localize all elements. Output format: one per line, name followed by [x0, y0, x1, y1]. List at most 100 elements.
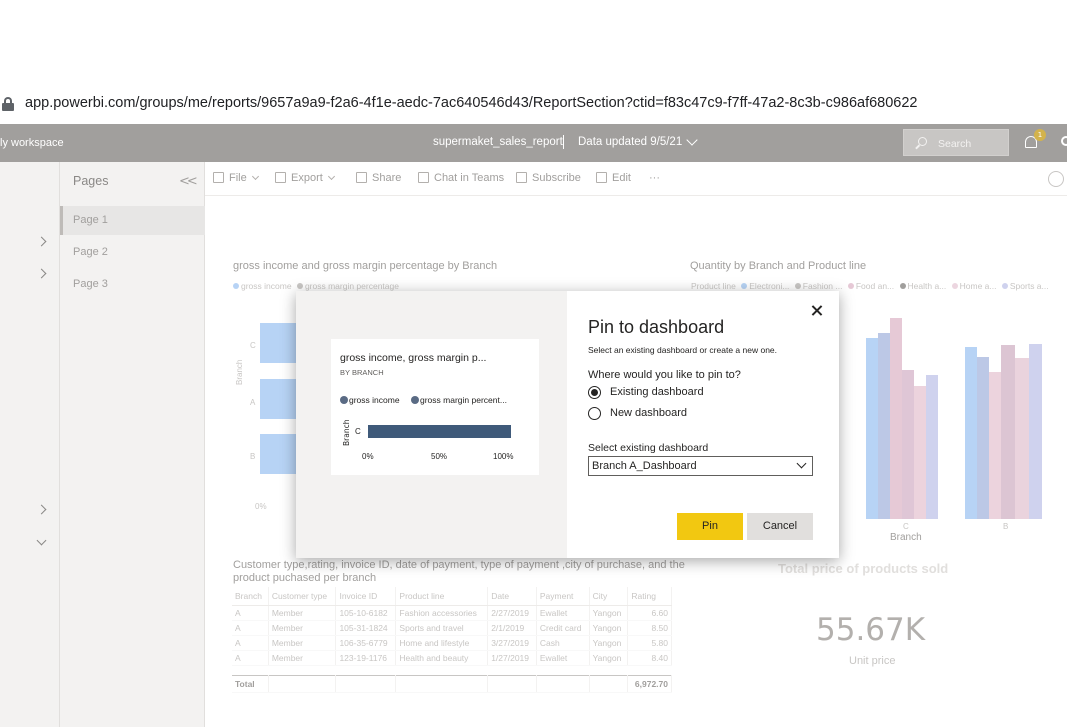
preview-subtitle: BY BRANCH — [340, 368, 384, 377]
quantity-bar[interactable] — [902, 370, 914, 519]
file-menu[interactable]: File — [213, 172, 259, 184]
address-bar[interactable]: app.powerbi.com/groups/me/reports/9657a9… — [0, 92, 1067, 118]
radio-label[interactable]: New dashboard — [610, 407, 688, 419]
quantity-bar[interactable] — [989, 372, 1001, 519]
table-cell: 3/27/2019 — [487, 635, 537, 651]
table-header-row: Branch Customer type Invoice ID Product … — [232, 587, 672, 606]
table-cell: 105-31-1824 — [335, 620, 397, 636]
table-cell: Health and beauty — [395, 650, 489, 666]
table-cell: A — [232, 635, 269, 651]
column-header[interactable]: Date — [487, 587, 537, 606]
gear-icon[interactable] — [1061, 136, 1067, 146]
dashboard-select[interactable]: Branch A_Dashboard — [588, 456, 813, 476]
collapse-icon[interactable]: << — [179, 174, 198, 189]
header-separator — [563, 135, 564, 149]
pin-location-question: Where would you like to pin to? — [588, 369, 741, 381]
workspace-label[interactable]: ly workspace — [0, 137, 64, 149]
search-box[interactable]: Search — [903, 129, 1009, 156]
column-header[interactable]: Invoice ID — [335, 587, 397, 606]
report-name: supermaket_sales_report — [433, 136, 563, 148]
gross-category-c: C — [250, 341, 256, 350]
quantity-bar[interactable] — [965, 347, 977, 519]
quantity-bar[interactable] — [890, 318, 902, 519]
table-cell: Member — [268, 635, 337, 651]
table-cell: A — [232, 605, 269, 621]
table-cell: Yangon — [589, 635, 629, 651]
quantity-bar[interactable] — [878, 333, 890, 519]
table-cell: Credit card — [536, 620, 590, 636]
legend-dot-icon — [411, 396, 419, 404]
gross-bar-c[interactable] — [260, 323, 297, 363]
url-text[interactable]: app.powerbi.com/groups/me/reports/9657a9… — [25, 95, 918, 111]
quantity-visual-title: Quantity by Branch and Product line — [690, 260, 867, 272]
page-item-3[interactable]: Page 3 — [73, 278, 108, 290]
tile-preview: gross income, gross margin p... BY BRANC… — [331, 339, 539, 475]
share-button[interactable]: Share — [356, 172, 401, 184]
page-item-1[interactable]: Page 1 — [60, 206, 205, 235]
search-placeholder: Search — [938, 138, 972, 150]
radio-selected-icon[interactable] — [588, 386, 601, 399]
gross-x-tick: 0% — [255, 502, 267, 511]
column-header[interactable]: Rating — [627, 587, 672, 606]
total-value: 6,972.70 — [627, 674, 672, 693]
table-cell: Yangon — [589, 620, 629, 636]
legend-dot-icon — [951, 283, 958, 289]
gross-legend: gross income gross margin percentage — [233, 281, 399, 291]
quantity-bar[interactable] — [914, 386, 926, 519]
quantity-bar[interactable] — [926, 375, 938, 519]
pencil-icon — [596, 172, 607, 183]
kpi-label: Unit price — [849, 655, 896, 667]
select-value[interactable]: Branch A_Dashboard — [592, 460, 697, 472]
column-header[interactable]: City — [589, 587, 629, 606]
radio-new-dashboard[interactable]: New dashboard — [588, 406, 728, 422]
pin-button[interactable]: Pin — [677, 513, 743, 540]
export-menu[interactable]: Export — [275, 172, 335, 184]
preview-axis-label: Branch — [342, 419, 351, 446]
gross-bar-a[interactable] — [260, 379, 297, 419]
chat-in-teams-button[interactable]: Chat in Teams — [418, 172, 504, 184]
quantity-bar[interactable] — [866, 338, 878, 519]
edit-button[interactable]: Edit — [596, 172, 631, 184]
table-cell: 6.60 — [627, 605, 672, 621]
column-header[interactable]: Customer type — [268, 587, 337, 606]
cancel-button[interactable]: Cancel — [747, 513, 813, 540]
refresh-icon[interactable] — [1048, 171, 1064, 187]
gross-bar-b[interactable] — [260, 434, 297, 474]
preview-legend-item: gross margin percent... — [411, 395, 507, 405]
legend-dot-icon — [899, 283, 906, 289]
legend-dot-icon — [233, 283, 239, 289]
close-icon[interactable] — [810, 304, 824, 318]
radio-existing-dashboard[interactable]: Existing dashboard — [588, 385, 728, 401]
share-icon — [356, 172, 367, 183]
radio-label[interactable]: Existing dashboard — [610, 386, 704, 398]
column-header[interactable]: Branch — [232, 587, 269, 606]
legend-dot-icon — [340, 396, 348, 404]
bell-icon[interactable] — [1025, 136, 1037, 148]
chevron-down-icon[interactable] — [796, 458, 807, 469]
search-icon — [918, 137, 927, 146]
table-cell: Ewallet — [536, 605, 590, 621]
table-cell: 8.50 — [627, 620, 672, 636]
quantity-bar[interactable] — [977, 357, 989, 519]
table-cell: 2/27/2019 — [487, 605, 537, 621]
export-icon — [275, 172, 286, 183]
report-toolbar: File Export Share Chat in Teams Subscrib… — [205, 162, 1067, 196]
table-visual: Branch Customer type Invoice ID Product … — [232, 587, 712, 693]
column-header[interactable]: Payment — [536, 587, 590, 606]
kpi-value: 55.67K — [816, 612, 926, 648]
more-options-button[interactable]: ··· — [649, 172, 660, 184]
quantity-bar[interactable] — [1001, 345, 1015, 519]
table-cell: 106-35-6779 — [335, 635, 397, 651]
column-header[interactable]: Product line — [395, 587, 489, 606]
quantity-bar[interactable] — [1015, 358, 1029, 519]
dialog-form-pane: Pin to dashboard Select an existing dash… — [567, 291, 839, 558]
subscribe-button[interactable]: Subscribe — [516, 172, 581, 184]
quantity-bar[interactable] — [1029, 344, 1042, 519]
table-cell: Cash — [536, 635, 590, 651]
data-updated-label[interactable]: Data updated 9/5/21 — [578, 136, 683, 148]
lock-icon — [2, 97, 14, 111]
teams-icon — [418, 172, 429, 183]
page-item-2[interactable]: Page 2 — [73, 246, 108, 258]
radio-unselected-icon[interactable] — [588, 407, 601, 420]
